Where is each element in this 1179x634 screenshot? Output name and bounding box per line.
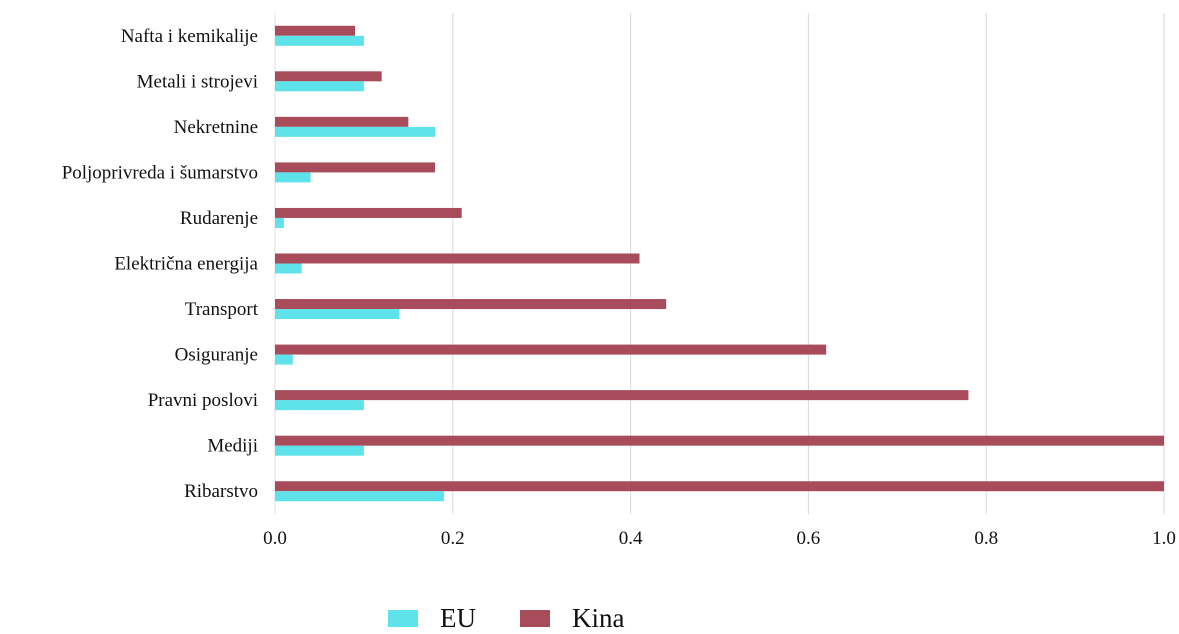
category-label: Nafta i kemikalije (121, 26, 258, 47)
bar-kina (275, 299, 667, 310)
bar-eu (275, 309, 400, 320)
category-label: Poljoprivreda i šumarstvo (62, 162, 258, 183)
category-label: Mediji (207, 436, 258, 457)
category-label: Metali i strojevi (137, 71, 258, 92)
legend: EU Kina (388, 603, 668, 634)
bar-kina (275, 207, 462, 218)
bars (275, 25, 1164, 502)
bar-kina (275, 435, 1164, 446)
legend-label-eu: EU (440, 603, 476, 633)
category-label: Nekretnine (174, 117, 258, 138)
x-tick-labels: 0.0 0.2 0.4 0.6 0.8 1.0 (263, 528, 1176, 549)
bar-eu (275, 35, 364, 46)
x-tick-label: 0.2 (441, 528, 465, 549)
bar-eu (275, 491, 444, 502)
x-tick-label: 0.8 (974, 528, 998, 549)
legend-swatch-kina (520, 610, 550, 627)
legend-item-eu: EU (388, 603, 476, 634)
bar-eu (275, 126, 436, 137)
category-label: Električna energija (114, 254, 258, 275)
bar-kina (275, 71, 382, 82)
category-label: Ribarstvo (184, 481, 258, 502)
legend-swatch-eu (388, 610, 418, 627)
bar-kina (275, 390, 969, 401)
category-label: Osiguranje (175, 345, 258, 366)
bar-kina (275, 481, 1164, 492)
legend-item-kina: Kina (520, 603, 624, 634)
category-labels: Nafta i kemikalije Metali i strojevi Nekre… (62, 26, 259, 502)
bar-eu (275, 172, 311, 183)
category-label: Transport (185, 299, 259, 320)
bar-eu (275, 354, 293, 365)
bar-eu (275, 263, 302, 274)
bar-kina (275, 344, 827, 355)
bar-kina (275, 162, 436, 173)
bar-eu (275, 81, 364, 92)
bar-eu (275, 400, 364, 411)
bar-kina (275, 253, 640, 264)
category-label: Rudarenje (180, 208, 258, 229)
bar-kina (275, 25, 356, 36)
legend-label-kina: Kina (572, 603, 625, 633)
bar-eu (275, 217, 284, 228)
bar-kina (275, 116, 409, 127)
x-tick-label: 0.0 (263, 528, 287, 549)
x-tick-label: 0.4 (619, 528, 643, 549)
bar-eu (275, 445, 364, 456)
x-tick-label: 0.6 (797, 528, 821, 549)
x-tick-label: 1.0 (1152, 528, 1176, 549)
category-label: Pravni poslovi (148, 390, 258, 411)
